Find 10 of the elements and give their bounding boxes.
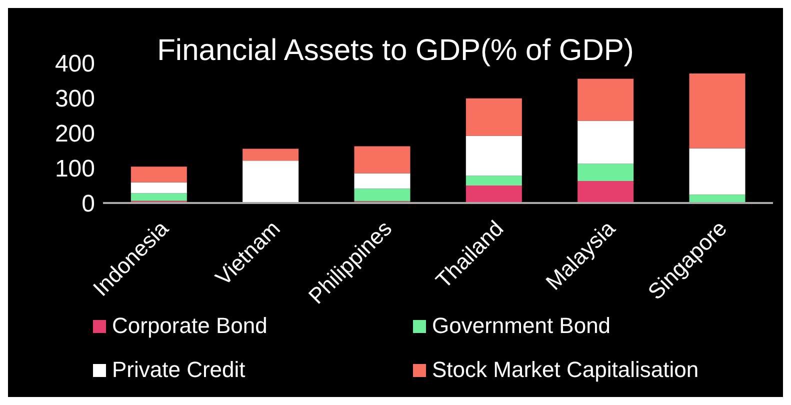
y-tick-label: 400 [54,50,95,78]
y-tick-label: 200 [54,120,95,148]
legend-label: Private Credit [112,357,246,383]
y-tick-label: 300 [54,86,95,113]
legend-label: Corporate Bond [112,313,268,339]
legend-label: Government Bond [432,313,611,339]
y-tick-label: 0 [82,190,95,218]
chart-title: Financial Assets to GDP(% of GDP) [157,34,634,67]
y-tick-label: 100 [54,156,95,183]
legend-label: Stock Market Capitalisation [432,357,699,383]
